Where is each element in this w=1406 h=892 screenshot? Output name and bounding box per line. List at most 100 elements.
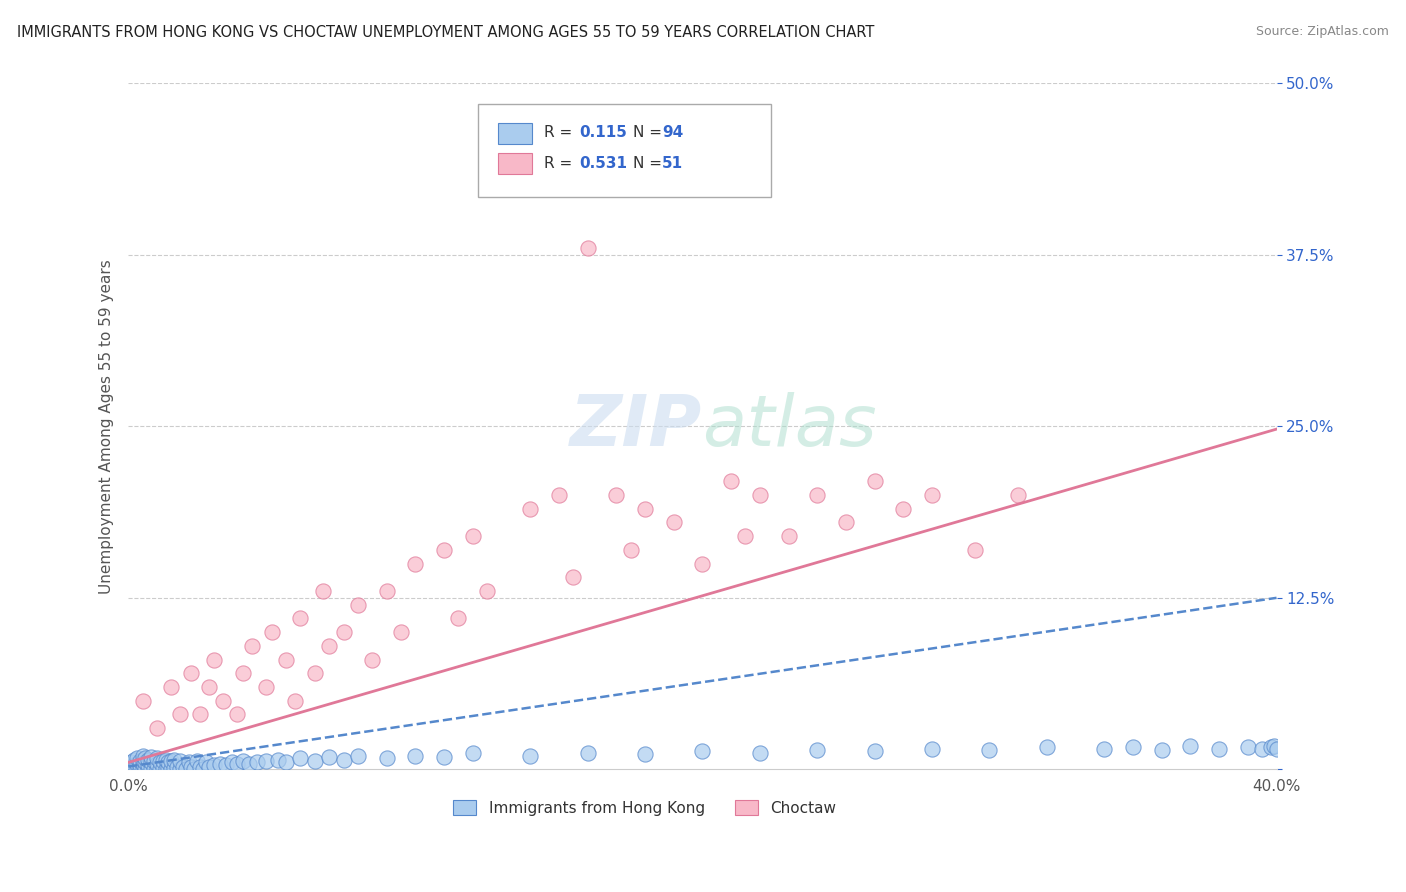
Point — [276, 652, 298, 666]
Point — [202, 652, 225, 666]
Point — [1208, 741, 1230, 756]
Point — [125, 751, 148, 765]
Point — [226, 707, 249, 722]
Point — [404, 557, 426, 571]
Point — [519, 748, 541, 763]
Point — [128, 762, 150, 776]
Text: 0.115: 0.115 — [579, 125, 627, 140]
Text: atlas: atlas — [703, 392, 877, 461]
Point — [160, 680, 183, 694]
Point — [863, 744, 886, 758]
Text: 94: 94 — [662, 125, 683, 140]
Point — [433, 542, 456, 557]
Point — [1265, 741, 1288, 756]
Point — [433, 750, 456, 764]
Point — [634, 747, 657, 762]
Point — [197, 680, 219, 694]
Point — [1007, 488, 1029, 502]
Point — [921, 488, 943, 502]
Point — [375, 751, 398, 765]
Point — [748, 746, 770, 760]
Point — [720, 475, 742, 489]
Point — [1260, 740, 1282, 755]
Point — [576, 746, 599, 760]
Text: R =: R = — [544, 125, 576, 140]
Point — [240, 639, 263, 653]
Point — [863, 475, 886, 489]
Point — [290, 611, 312, 625]
Point — [202, 758, 225, 772]
Point — [447, 611, 470, 625]
Point — [134, 756, 156, 770]
Point — [188, 759, 211, 773]
Point — [312, 584, 335, 599]
Point — [143, 754, 166, 768]
Point — [748, 488, 770, 502]
Point — [131, 694, 153, 708]
Point — [576, 241, 599, 255]
Point — [835, 516, 858, 530]
Point — [122, 762, 145, 776]
Point — [146, 762, 169, 776]
Text: N =: N = — [634, 125, 668, 140]
Point — [169, 754, 191, 768]
Point — [122, 753, 145, 767]
Point — [215, 758, 238, 772]
Text: 0.531: 0.531 — [579, 156, 627, 171]
Point — [1263, 739, 1285, 753]
Point — [806, 743, 828, 757]
Point — [125, 756, 148, 771]
Point — [134, 751, 156, 765]
Point — [141, 756, 163, 770]
Point — [194, 756, 217, 770]
FancyBboxPatch shape — [478, 104, 772, 196]
Point — [128, 754, 150, 768]
Point — [404, 748, 426, 763]
Y-axis label: Unemployment Among Ages 55 to 59 years: Unemployment Among Ages 55 to 59 years — [100, 259, 114, 594]
Point — [149, 762, 172, 776]
Point — [169, 707, 191, 722]
Point — [254, 754, 277, 768]
Point — [191, 762, 214, 776]
Point — [149, 756, 172, 770]
Point — [290, 751, 312, 765]
Point — [389, 625, 412, 640]
Point — [183, 762, 205, 776]
Point — [128, 758, 150, 772]
Point — [160, 762, 183, 776]
Point — [226, 756, 249, 771]
Point — [734, 529, 756, 543]
Point — [238, 756, 260, 771]
Point — [152, 761, 174, 775]
Point — [180, 666, 202, 681]
Point — [138, 762, 160, 776]
Point — [172, 759, 194, 773]
Point — [146, 751, 169, 765]
Point — [806, 488, 828, 502]
Point — [921, 741, 943, 756]
Point — [1237, 740, 1260, 755]
Point — [605, 488, 627, 502]
Point — [209, 756, 232, 771]
Point — [304, 666, 326, 681]
Point — [155, 753, 177, 767]
Point — [347, 748, 370, 763]
Point — [232, 666, 254, 681]
Point — [361, 652, 384, 666]
Point — [965, 542, 987, 557]
Point — [347, 598, 370, 612]
Point — [304, 754, 326, 768]
Point — [266, 753, 288, 767]
Point — [1036, 740, 1059, 755]
FancyBboxPatch shape — [498, 153, 533, 174]
Point — [491, 172, 513, 186]
Text: R =: R = — [544, 156, 576, 171]
Point — [461, 529, 484, 543]
Point — [1092, 741, 1115, 756]
Point — [188, 707, 211, 722]
Point — [891, 501, 914, 516]
FancyBboxPatch shape — [498, 123, 533, 144]
Point — [146, 756, 169, 771]
Text: IMMIGRANTS FROM HONG KONG VS CHOCTAW UNEMPLOYMENT AMONG AGES 55 TO 59 YEARS CORR: IMMIGRANTS FROM HONG KONG VS CHOCTAW UNE… — [17, 25, 875, 40]
Point — [138, 758, 160, 772]
